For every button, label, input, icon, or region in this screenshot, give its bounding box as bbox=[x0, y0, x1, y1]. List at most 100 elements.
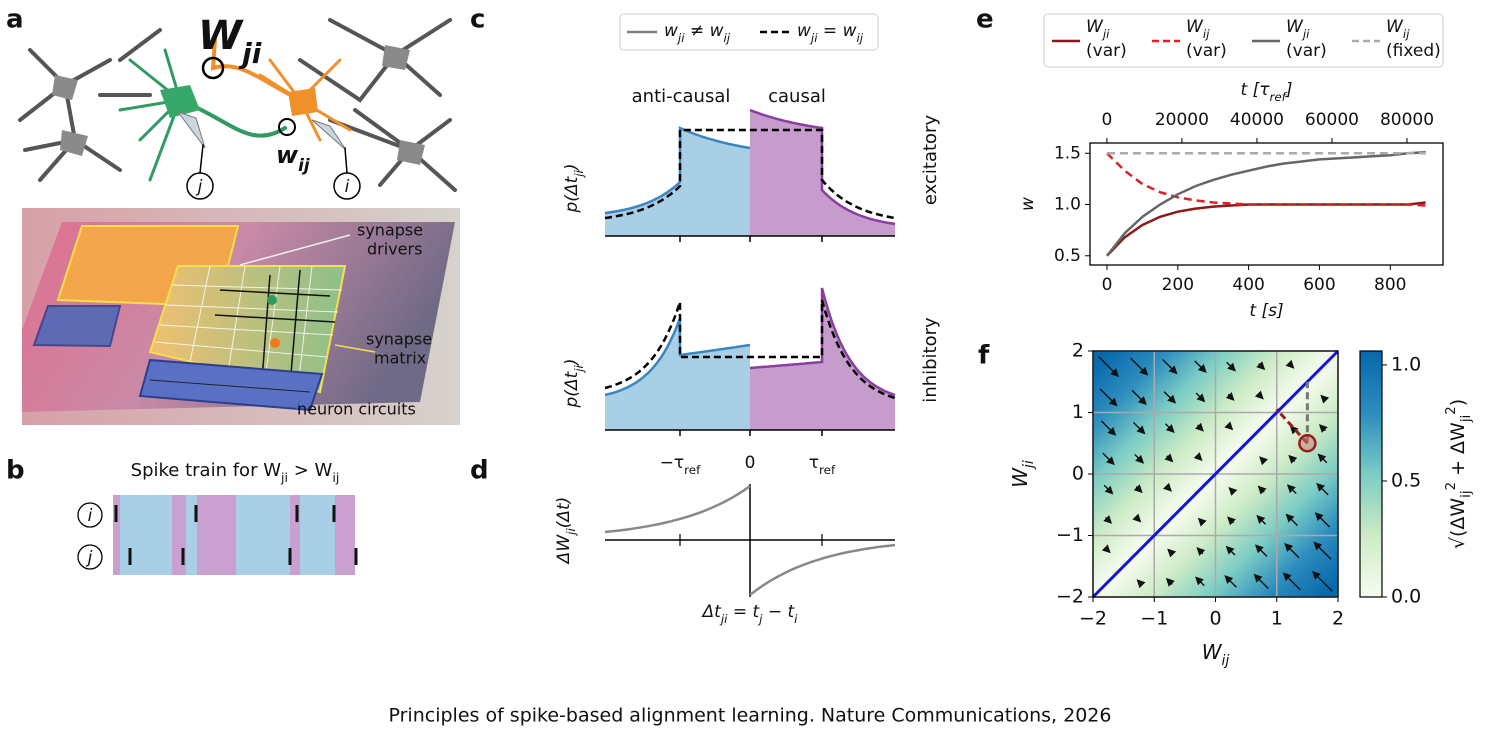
vector-arrow bbox=[1312, 570, 1333, 592]
vector-arrow bbox=[1286, 484, 1297, 495]
vector-arrow bbox=[1167, 548, 1177, 558]
x-tick-label: 600 bbox=[1303, 275, 1335, 295]
vector-arrow bbox=[1254, 544, 1268, 557]
spike-train-title: Spike train for Wji > Wij bbox=[131, 460, 340, 485]
subscript: ji bbox=[280, 470, 288, 485]
y-tick-label: 1 bbox=[1072, 401, 1084, 423]
legend-box bbox=[619, 13, 879, 51]
legend-label: Wij bbox=[1186, 17, 1210, 41]
series-line bbox=[1106, 150, 1426, 257]
region-label: anti-causal bbox=[632, 86, 731, 107]
chip-label: synapse bbox=[357, 221, 423, 240]
text-part: Spike train for W bbox=[131, 460, 282, 481]
text-part: ) bbox=[562, 164, 582, 173]
x2-tick-label: 80000 bbox=[1380, 110, 1434, 130]
neuron-illustration bbox=[18, 18, 457, 200]
text-part: = w bbox=[818, 21, 857, 41]
text-part: = t bbox=[727, 602, 760, 622]
start-point bbox=[1298, 434, 1317, 453]
subscript: ij bbox=[332, 470, 339, 485]
text-part: W bbox=[1202, 640, 1223, 664]
row-label: excitatory bbox=[920, 115, 941, 206]
vector-arrow bbox=[1224, 575, 1237, 588]
y-tick-label: 1.0 bbox=[1054, 195, 1081, 215]
text-part: w bbox=[276, 141, 299, 169]
area-anticausal bbox=[605, 318, 750, 430]
vector-arrow bbox=[1320, 394, 1330, 404]
panel-label: f bbox=[978, 341, 990, 371]
x2-tick-label: 20000 bbox=[1155, 110, 1209, 130]
vector-arrow bbox=[1162, 358, 1178, 375]
x-tick-label: 0 bbox=[1102, 275, 1113, 295]
vector-arrow bbox=[1318, 424, 1328, 434]
text-part: ) bbox=[562, 359, 582, 368]
subscript: ij bbox=[1403, 27, 1410, 41]
vector-arrow bbox=[1196, 547, 1206, 557]
panel-label: d bbox=[470, 456, 489, 486]
vector-arrow bbox=[1099, 388, 1118, 407]
vector-arrow bbox=[1193, 452, 1203, 462]
spike-train bbox=[77, 495, 358, 575]
vector-arrow bbox=[1102, 452, 1115, 466]
subscript: ref bbox=[684, 463, 701, 477]
weight-label: wij bbox=[276, 141, 310, 175]
vector-arrow bbox=[1225, 391, 1235, 401]
colorbar bbox=[1359, 350, 1383, 598]
y-tick-label: 0 bbox=[1072, 463, 1084, 485]
text-part: W bbox=[198, 13, 244, 59]
colorbar-tick-label: 0.5 bbox=[1391, 469, 1421, 491]
legend-box bbox=[1043, 13, 1444, 68]
vector-arrow bbox=[1225, 545, 1236, 556]
text-part: ) bbox=[1447, 399, 1469, 406]
colorbar-tick-label: 0.0 bbox=[1391, 586, 1421, 608]
x-tick-label: −2 bbox=[1079, 608, 1107, 630]
subscript: ji bbox=[1101, 27, 1110, 41]
vector-arrow bbox=[1136, 579, 1146, 589]
subscript: ji bbox=[1459, 415, 1474, 423]
text-part: p(Δt bbox=[562, 175, 582, 213]
panel-label: e bbox=[976, 5, 994, 35]
superscript: 2 bbox=[1444, 482, 1459, 490]
row-label: j bbox=[86, 548, 93, 568]
vector-arrow bbox=[1317, 453, 1328, 464]
x-tick-label: 0 bbox=[1209, 608, 1221, 630]
x-tick-label: 0 bbox=[745, 453, 756, 473]
subscript: ji bbox=[564, 528, 578, 537]
vector-arrow bbox=[1285, 359, 1295, 369]
x-tick-label: 400 bbox=[1232, 275, 1264, 295]
colorbar-label: √(ΔWij2 + ΔWji2) bbox=[1444, 399, 1474, 549]
text-part: w bbox=[664, 21, 678, 41]
subscript: j bbox=[757, 612, 763, 626]
vector-arrow bbox=[1285, 513, 1299, 527]
y-axis-label: ΔWji(Δt) bbox=[554, 497, 578, 566]
x-tick-label: τref bbox=[809, 453, 836, 477]
chip-label: synapse bbox=[366, 330, 432, 349]
subscript: ji bbox=[572, 364, 586, 373]
subscript: i bbox=[794, 612, 798, 626]
superscript: 2 bbox=[1444, 406, 1459, 414]
text-part: W bbox=[1086, 17, 1104, 37]
text-part: W bbox=[1286, 17, 1304, 37]
text-part: τ bbox=[809, 453, 819, 473]
curve-causal bbox=[749, 287, 896, 397]
vector-arrow bbox=[1130, 357, 1149, 376]
series-line bbox=[1106, 152, 1426, 207]
chip-label: matrix bbox=[374, 349, 426, 368]
text-part: W bbox=[1386, 17, 1404, 37]
x2-tick-label: 0 bbox=[1101, 110, 1112, 130]
legend-note: (var) bbox=[1186, 41, 1227, 61]
vector-arrow bbox=[1132, 421, 1146, 435]
x-axis-label: Wij bbox=[1202, 640, 1230, 670]
vector-arrow bbox=[1224, 421, 1234, 431]
x-axis-label: t [s] bbox=[1249, 301, 1283, 321]
vector-arrow bbox=[1132, 513, 1142, 523]
vector-arrow bbox=[1164, 423, 1175, 434]
colorbar-tick-label: 1.0 bbox=[1391, 353, 1421, 375]
x-axis-label: Δtji = tj − ti bbox=[701, 602, 799, 626]
legend-note: (fixed) bbox=[1386, 41, 1441, 61]
text-part: (Δt) bbox=[554, 497, 574, 529]
row-label: i bbox=[88, 506, 93, 526]
text-part: −τ bbox=[660, 453, 684, 473]
vector-arrow bbox=[1101, 544, 1111, 554]
